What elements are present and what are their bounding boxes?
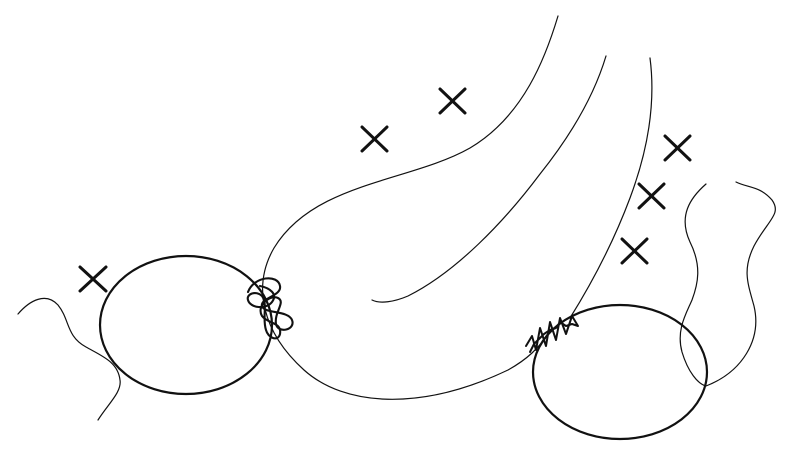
x-marker xyxy=(637,182,666,210)
right-boundary-curve xyxy=(679,181,776,387)
upper-curve-right xyxy=(569,57,653,319)
upper-curve-inner xyxy=(371,55,607,303)
x-marker xyxy=(620,237,649,265)
x-marker xyxy=(438,87,467,115)
x-marker xyxy=(78,265,108,293)
left-boundary-curve xyxy=(17,297,121,421)
upper-curve-outer xyxy=(262,15,559,400)
left-scribble-texture xyxy=(246,277,294,340)
x-marker xyxy=(663,134,692,162)
right-circle xyxy=(531,303,709,441)
x-marker xyxy=(360,125,389,153)
right-jagged-texture xyxy=(525,315,579,353)
left-circle xyxy=(98,254,274,396)
